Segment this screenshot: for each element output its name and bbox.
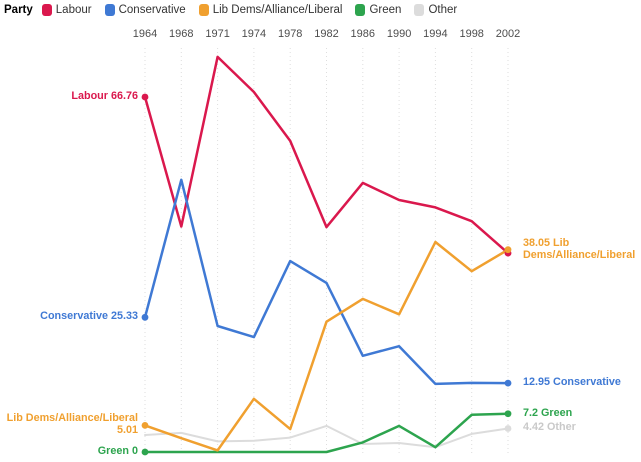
legend-item-label: Conservative	[118, 4, 186, 16]
legend-item-green: Green	[355, 4, 401, 16]
series-line-conservative	[143, 178, 510, 386]
x-tick-label-1978: 1978	[278, 28, 302, 40]
series-end-dot-other	[504, 425, 512, 432]
legend-item-label: Lib Dems/Alliance/Liberal	[212, 4, 343, 16]
legend-swatch-labour	[41, 4, 52, 16]
x-tick-label-1974: 1974	[242, 28, 266, 40]
legend-title: Party	[4, 4, 33, 16]
x-tick-label-1990: 1990	[387, 28, 411, 40]
series-end-dot-green	[504, 410, 512, 418]
legend-swatch-conservative	[104, 4, 115, 16]
x-tick-label-1982: 1982	[314, 28, 338, 40]
legend-item-other: Other	[414, 4, 457, 16]
series-label-conservative-left: Conservative 25.33	[40, 310, 138, 323]
series-label-green-left: Green 0	[97, 445, 138, 457]
legend-swatch-green	[355, 4, 366, 16]
x-tick-label-2002: 2002	[496, 28, 520, 40]
x-tick-label-1964: 1964	[133, 28, 157, 40]
series-line-labour	[143, 55, 510, 255]
legend-item-label: Green	[369, 4, 402, 16]
series-label-green-right: 7.2 Green	[523, 406, 573, 419]
series-label-libdem-left: Lib Dems/Alliance/Liberal 5.01	[6, 412, 138, 437]
series-line-green	[143, 412, 510, 454]
legend-swatch-libdem	[198, 4, 209, 16]
legend-item-label: Labour	[55, 4, 92, 16]
series-label-libdem-right: 38.05 Lib Dems/Alliance/Liberal	[523, 236, 636, 261]
x-tick-label-1986: 1986	[351, 28, 375, 40]
legend-item-labour: Labour	[41, 4, 92, 16]
x-tick-label-1971: 1971	[205, 28, 229, 40]
legend-item-label: Other	[428, 4, 458, 16]
x-tick-label-1998: 1998	[459, 28, 483, 40]
x-tick-label-1994: 1994	[423, 28, 447, 40]
series-line-libdem	[143, 240, 510, 452]
legend-item-conservative: Conservative	[104, 4, 186, 16]
series-start-dot-libdem	[141, 421, 149, 429]
series-label-other-right: 4.42 Other	[523, 421, 576, 434]
legend-swatch-other	[414, 4, 425, 16]
series-label-conservative-right: 12.95 Conservative	[523, 376, 621, 389]
series-end-dot-libdem	[504, 246, 512, 254]
x-tick-label-1968: 1968	[169, 28, 193, 40]
series-start-dot-green	[141, 448, 149, 456]
series-start-dot-labour	[141, 93, 149, 101]
legend-item-libdem: Lib Dems/Alliance/Liberal	[198, 4, 343, 16]
series-start-dot-conservative	[141, 313, 149, 321]
series-end-dot-conservative	[504, 379, 512, 387]
series-label-labour-left: Labour 66.76	[71, 90, 138, 103]
legend: Party Labour Conservative Lib Dems/Allianc…	[4, 4, 470, 16]
series-line-other	[144, 424, 509, 449]
